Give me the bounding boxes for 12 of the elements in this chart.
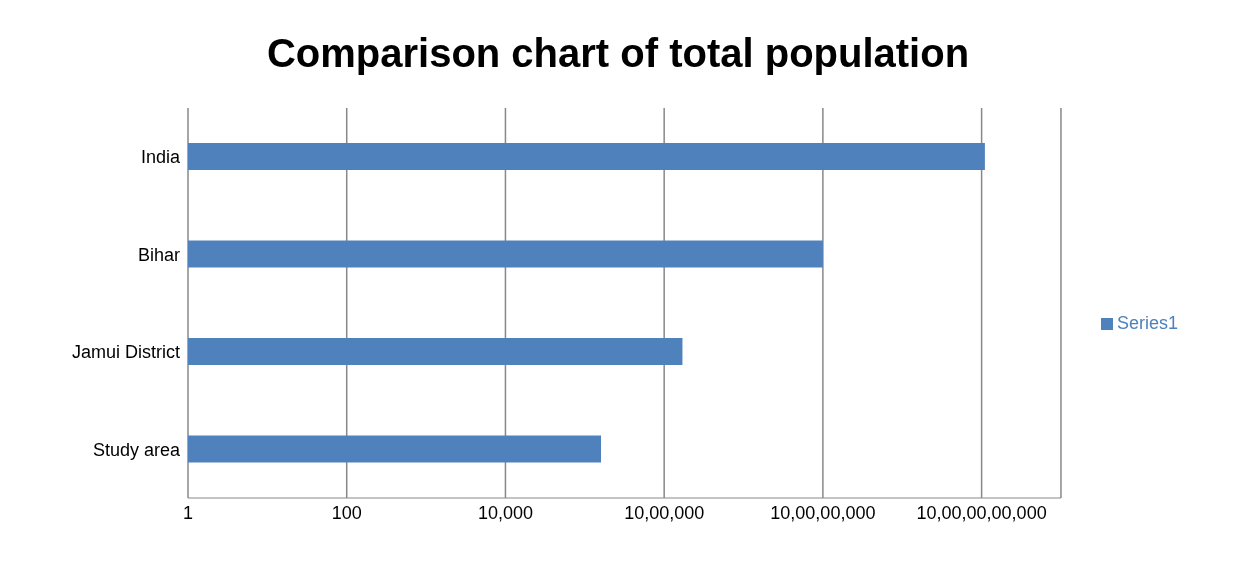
y-tick-label: India [140,147,181,168]
chart-title: Comparison chart of total population [265,30,971,77]
x-tick-label: 100 [331,502,362,523]
y-tick-label: Bihar [137,244,180,265]
x-tick-label: 10,00,00,00,000 [916,502,1047,523]
x-tick-label: 10,00,000 [624,502,705,523]
y-tick-label: Jamui District [71,342,180,363]
legend-label: Series1 [1116,312,1178,333]
x-tick-label: 10,00,00,000 [770,502,876,523]
x-tick-label: 1 [182,502,194,523]
x-tick-label: 10,000 [477,502,533,523]
y-tick-label: Study area [92,439,181,460]
